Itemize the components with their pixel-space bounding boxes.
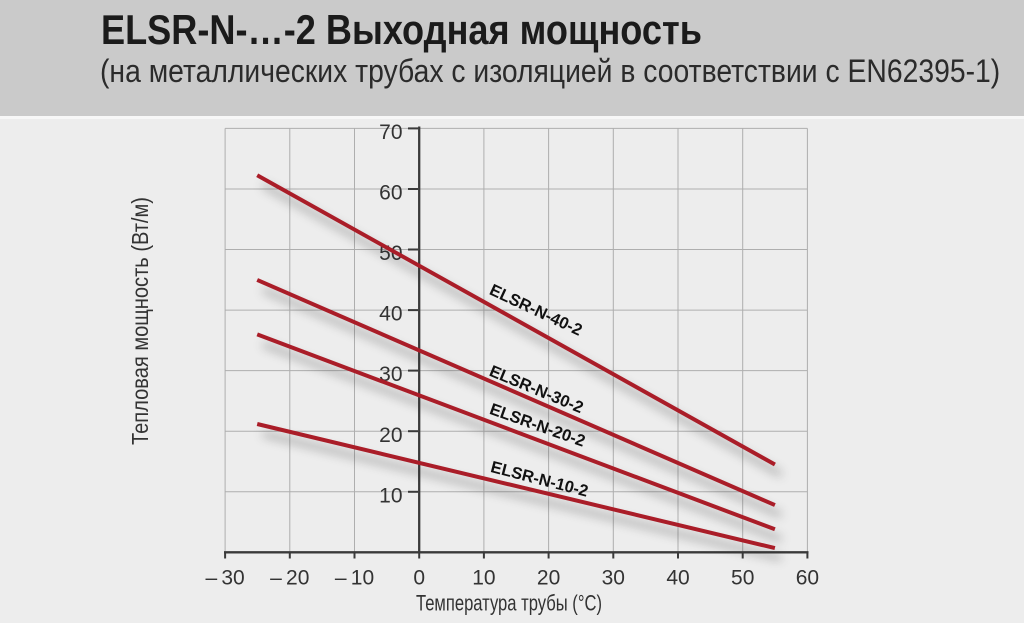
svg-text:50: 50 [731,567,754,590]
svg-text:40: 40 [666,567,689,590]
svg-text:10: 10 [472,567,495,590]
svg-text:60: 60 [379,182,402,205]
svg-text:– 10: – 10 [335,567,374,590]
svg-text:60: 60 [796,567,819,590]
svg-text:Тепловая мощность (Вт/м): Тепловая мощность (Вт/м) [127,197,153,445]
svg-text:20: 20 [379,424,402,447]
svg-text:40: 40 [379,303,402,326]
svg-text:– 30: – 30 [205,567,244,590]
svg-text:– 20: – 20 [270,567,309,590]
svg-text:ELSR-N-10-2: ELSR-N-10-2 [489,458,590,500]
svg-text:30: 30 [602,567,625,590]
svg-text:20: 20 [537,567,560,590]
svg-text:70: 70 [379,121,402,144]
svg-text:10: 10 [379,484,402,507]
svg-text:0: 0 [413,567,425,590]
svg-text:Температура трубы (°С): Температура трубы (°С) [416,591,602,616]
